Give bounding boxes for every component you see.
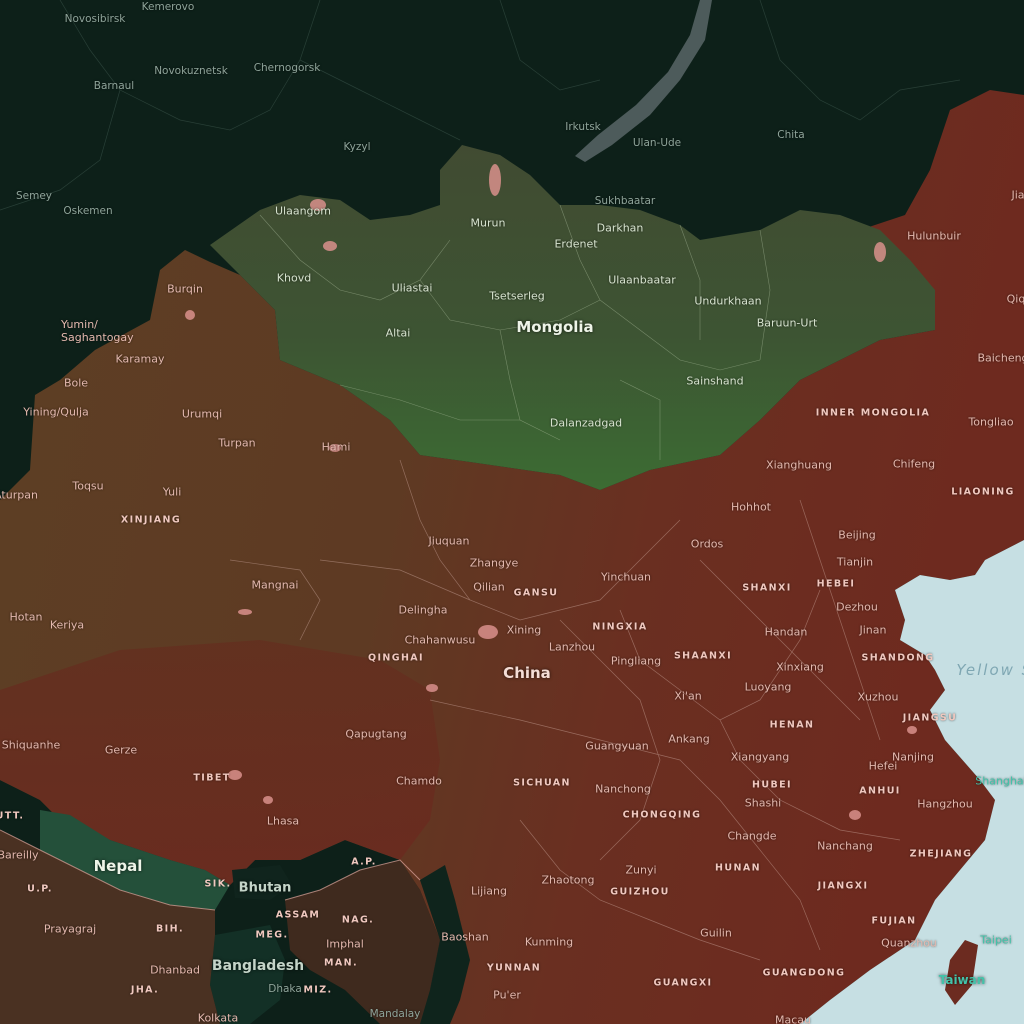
bhutan-land [232, 865, 292, 900]
russia-borders [0, 0, 961, 211]
lakes-salt [185, 164, 917, 820]
northeast-india-land [285, 860, 440, 1024]
myanmar-land [420, 865, 470, 1024]
sea-water [800, 540, 1024, 1024]
taiwan-land [945, 940, 978, 1005]
india-land [0, 830, 220, 1024]
mongolia-land [210, 145, 935, 490]
bangladesh-land [210, 925, 285, 1024]
nepal-land [40, 810, 230, 910]
lake-baikal [575, 0, 712, 162]
province-borders [229, 459, 901, 961]
international-borders [0, 829, 421, 911]
tibet-shade [0, 640, 440, 885]
aimag-borders [259, 204, 771, 460]
